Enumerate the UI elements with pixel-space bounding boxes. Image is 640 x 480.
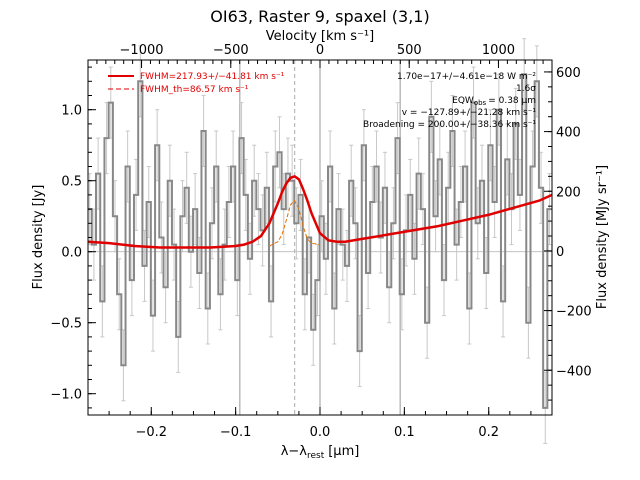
flux-step-series bbox=[88, 73, 552, 409]
y-tick-label: 1.0 bbox=[61, 104, 82, 119]
legend: FWHM=217.93+/−41.81 km s⁻¹ FWHM_th=86.57… bbox=[108, 72, 285, 95]
x-tick-label: 0.2 bbox=[478, 425, 499, 440]
y-axis-right-title: Flux density [MJy sr⁻¹] bbox=[595, 165, 610, 309]
annotation-eqw: EQWobs = 0.38 μm bbox=[452, 96, 536, 107]
annotation-eqw-label: EQW bbox=[452, 96, 474, 106]
y-right-tick-label: 0 bbox=[556, 245, 564, 260]
x-tick-label: −0.2 bbox=[135, 425, 167, 440]
y-tick-label: 0.0 bbox=[61, 246, 82, 261]
top-tick-label: −500 bbox=[213, 43, 249, 58]
x-tick-label: 0.1 bbox=[394, 425, 415, 440]
x-tick-label: −0.1 bbox=[220, 425, 252, 440]
x-axis-title-main: λ−λ bbox=[281, 444, 308, 459]
thermal-fit-dashed-line bbox=[269, 199, 321, 247]
top-tick-label: 0 bbox=[316, 43, 324, 58]
annotation-sigma: 1.6σ bbox=[516, 84, 536, 94]
y-axis-title: Flux density [Jy] bbox=[31, 185, 46, 290]
legend-entry-fwhm-th: FWHM_th=86.57 km s⁻¹ bbox=[140, 85, 249, 95]
top-tick-label: 500 bbox=[397, 43, 422, 58]
fit-annotations: 1.70e−17+/−4.61e−18 W m⁻² 1.6σ EQWobs = 0… bbox=[363, 72, 536, 130]
x-tick-label: 0.0 bbox=[310, 425, 331, 440]
y-tick-label: −0.5 bbox=[50, 317, 82, 332]
chart-title: OI63, Raster 9, spaxel (3,1) bbox=[210, 7, 429, 26]
y-right-tick-label: 400 bbox=[556, 126, 581, 141]
y-tick-label: 0.5 bbox=[61, 175, 82, 190]
gaussian-fit-line bbox=[87, 175, 553, 249]
y-right-tick-label: 200 bbox=[556, 185, 581, 200]
annotation-broadening: Broadening = 200.00+/−38.36 km s⁻¹ bbox=[363, 120, 536, 130]
annotation-eqw-value: = 0.38 μm bbox=[488, 96, 536, 106]
y-right-tick-label: −400 bbox=[556, 364, 592, 379]
x-axis-title-unit: [μm] bbox=[328, 444, 359, 459]
top-tick-label: −1000 bbox=[120, 43, 164, 58]
top-tick-label: 1000 bbox=[482, 43, 515, 58]
x-axis-title-sub: rest bbox=[307, 451, 325, 461]
annotation-flux: 1.70e−17+/−4.61e−18 W m⁻² bbox=[397, 72, 536, 82]
annotation-eqw-sub: obs bbox=[474, 99, 487, 107]
top-axis-title: Velocity [km s⁻¹] bbox=[266, 29, 374, 44]
annotation-velocity: v = −127.89+/−21.28 km s⁻¹ bbox=[402, 108, 537, 118]
y-right-tick-label: 600 bbox=[556, 66, 581, 81]
legend-entry-fwhm: FWHM=217.93+/−41.81 km s⁻¹ bbox=[140, 72, 285, 82]
y-right-tick-label: −200 bbox=[556, 305, 592, 320]
y-tick-label: −1.0 bbox=[50, 388, 82, 403]
x-axis-title: λ−λrest [μm] bbox=[281, 444, 360, 461]
top-axis-label: Velocity [km s⁻¹] bbox=[266, 29, 374, 44]
